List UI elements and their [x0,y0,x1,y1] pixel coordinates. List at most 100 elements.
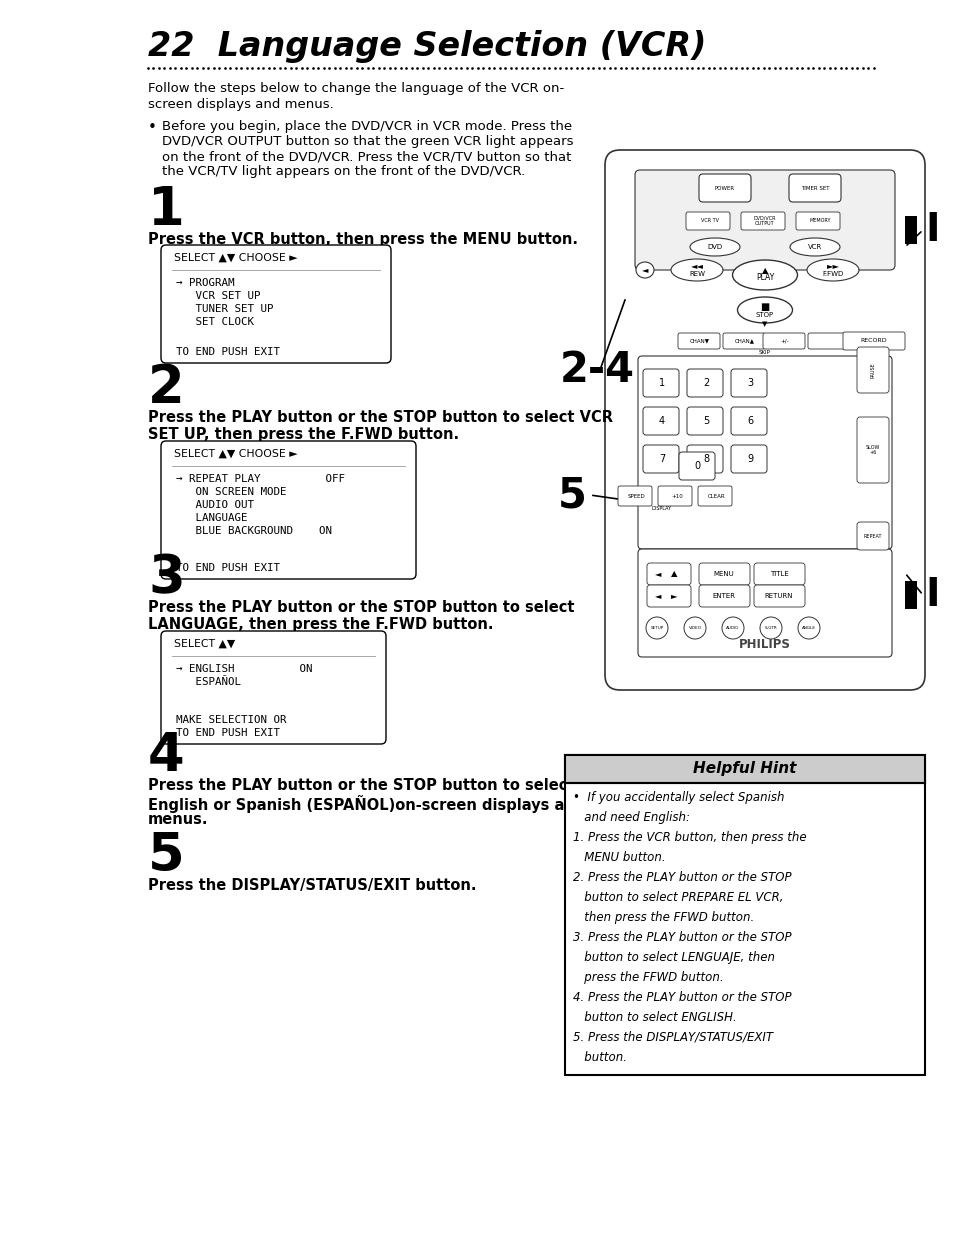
Text: TO END PUSH EXIT: TO END PUSH EXIT [175,728,280,738]
Text: TIMER SET: TIMER SET [800,186,828,191]
Text: 7: 7 [659,454,664,464]
FancyBboxPatch shape [646,585,690,608]
Circle shape [760,618,781,639]
Text: BLUE BACKGROUND    ON: BLUE BACKGROUND ON [175,526,332,536]
Text: the VCR/TV light appears on the front of the DVD/VCR.: the VCR/TV light appears on the front of… [162,165,525,179]
FancyBboxPatch shape [856,347,888,393]
FancyBboxPatch shape [698,486,731,506]
Text: ►►: ►► [825,262,839,270]
Text: RETURN: RETURN [764,593,792,599]
FancyBboxPatch shape [795,212,840,229]
Text: ►: ► [670,591,677,600]
Text: → PROGRAM: → PROGRAM [175,278,234,288]
FancyBboxPatch shape [642,370,679,397]
Ellipse shape [689,238,740,255]
Text: SELECT ▲▼: SELECT ▲▼ [173,639,235,649]
FancyBboxPatch shape [678,334,720,348]
FancyBboxPatch shape [788,174,841,202]
Text: TO END PUSH EXIT: TO END PUSH EXIT [175,563,280,573]
Text: button.: button. [573,1052,626,1064]
Text: PAUSE: PAUSE [869,362,875,378]
FancyBboxPatch shape [686,407,722,435]
Text: 5. Press the DISPLAY/STATUS/EXIT: 5. Press the DISPLAY/STATUS/EXIT [573,1030,772,1044]
Text: 0: 0 [693,461,700,471]
Circle shape [797,618,820,639]
Text: VIDEO: VIDEO [688,626,700,630]
Text: Press the PLAY button or the STOP button to select: Press the PLAY button or the STOP button… [148,600,574,615]
Bar [904,582,916,609]
Text: STOP: STOP [755,312,773,317]
Text: AUDIO OUT: AUDIO OUT [175,500,253,510]
Text: 4: 4 [659,415,664,427]
Ellipse shape [732,260,797,290]
FancyBboxPatch shape [642,407,679,435]
FancyBboxPatch shape [161,631,386,744]
Text: RECORD: RECORD [860,339,886,343]
FancyBboxPatch shape [699,585,749,608]
FancyBboxPatch shape [638,356,891,549]
Text: 3. Press the PLAY button or the STOP: 3. Press the PLAY button or the STOP [573,931,791,944]
Bar [564,755,924,1075]
Text: REW: REW [688,272,704,277]
FancyBboxPatch shape [638,549,891,657]
Text: SKIP: SKIP [759,350,770,355]
Text: 5: 5 [702,415,708,427]
Ellipse shape [670,259,722,281]
Text: on the front of the DVD/VCR. Press the VCR/TV button so that: on the front of the DVD/VCR. Press the V… [162,150,571,162]
Text: menus.: menus. [148,812,209,827]
Text: •: • [148,120,156,135]
Circle shape [645,618,667,639]
FancyBboxPatch shape [807,334,849,348]
FancyBboxPatch shape [762,334,804,348]
Text: 1. Press the VCR button, then press the: 1. Press the VCR button, then press the [573,831,806,844]
Text: LANGUAGE: LANGUAGE [175,513,247,523]
FancyBboxPatch shape [740,212,784,229]
Circle shape [683,618,705,639]
Text: CHAN▲: CHAN▲ [734,339,754,343]
Text: 3: 3 [746,378,752,388]
Text: 2: 2 [148,362,185,414]
Text: Follow the steps below to change the language of the VCR on-: Follow the steps below to change the lan… [148,82,563,95]
Text: button to select LENGUAJE, then: button to select LENGUAJE, then [573,951,774,963]
Circle shape [721,618,743,639]
Text: F.FWD: F.FWD [821,272,842,277]
FancyBboxPatch shape [642,445,679,472]
Text: VCR TV: VCR TV [700,218,719,223]
Text: English or Spanish (ESPAÑOL)on-screen displays and: English or Spanish (ESPAÑOL)on-screen di… [148,795,585,813]
Text: ◄◄: ◄◄ [690,262,702,270]
FancyBboxPatch shape [699,563,749,585]
Text: SET UP, then press the F.FWD button.: SET UP, then press the F.FWD button. [148,427,458,441]
Text: 1: 1 [148,184,185,236]
Text: DVD: DVD [707,244,721,250]
Text: 9: 9 [746,454,752,464]
FancyBboxPatch shape [685,212,729,229]
Text: 5: 5 [558,474,586,516]
FancyBboxPatch shape [646,563,690,585]
Text: ■: ■ [760,303,769,312]
Text: I: I [924,211,939,249]
Text: TO END PUSH EXIT: TO END PUSH EXIT [175,347,280,357]
Text: MEMORY: MEMORY [808,218,830,223]
FancyBboxPatch shape [730,445,766,472]
FancyBboxPatch shape [842,332,904,350]
Text: Helpful Hint: Helpful Hint [693,761,796,776]
FancyBboxPatch shape [856,522,888,551]
Text: 5: 5 [148,830,185,882]
Text: AUDIO: AUDIO [725,626,739,630]
FancyBboxPatch shape [856,417,888,484]
Text: SET CLOCK: SET CLOCK [175,317,253,327]
Text: → REPEAT PLAY          OFF: → REPEAT PLAY OFF [175,474,345,484]
FancyBboxPatch shape [161,441,416,579]
Ellipse shape [636,262,654,278]
Text: SELECT ▲▼ CHOOSE ►: SELECT ▲▼ CHOOSE ► [173,253,297,263]
Text: SETUP: SETUP [650,626,663,630]
FancyBboxPatch shape [618,486,651,506]
FancyBboxPatch shape [658,486,691,506]
Text: TITLE: TITLE [769,570,787,577]
Text: PHILIPS: PHILIPS [739,639,790,651]
Text: 1: 1 [659,378,664,388]
Text: → ENGLISH          ON: → ENGLISH ON [175,663,313,675]
Text: 6: 6 [746,415,752,427]
Text: 3: 3 [148,552,185,604]
Text: 2. Press the PLAY button or the STOP: 2. Press the PLAY button or the STOP [573,870,791,884]
